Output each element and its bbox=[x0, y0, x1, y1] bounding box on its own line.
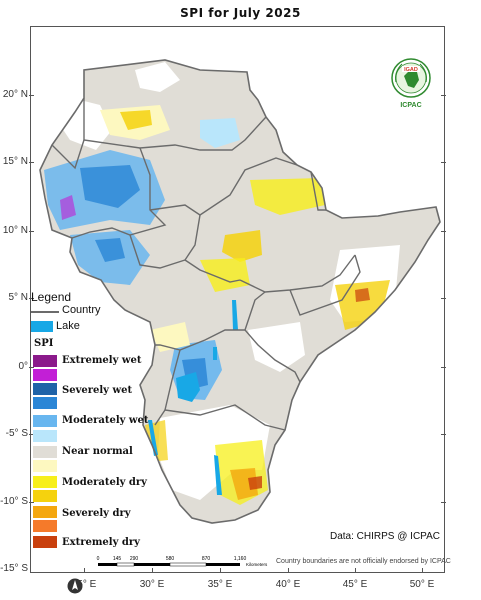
legend-near-normal: Near normal bbox=[62, 446, 133, 457]
north-arrow-icon bbox=[67, 578, 83, 594]
lat-tick bbox=[441, 298, 446, 299]
swatch-moderately-dry-2 bbox=[33, 490, 57, 502]
swatch-moderately-dry-1 bbox=[33, 476, 57, 488]
country-line-swatch bbox=[31, 311, 59, 313]
legend-title: Legend bbox=[31, 290, 72, 304]
lat-tick bbox=[441, 367, 446, 368]
lat-tick bbox=[29, 298, 34, 299]
lat-tick bbox=[29, 162, 34, 163]
igad-icpac-logo: IGAD ICPAC bbox=[391, 58, 431, 109]
lat-tick bbox=[29, 367, 34, 368]
scale-bar: 0 145 290 580 870 1,160 Kilometers bbox=[97, 556, 268, 567]
swatch-severely-wet-2 bbox=[33, 397, 57, 409]
swatch-extremely-dry bbox=[33, 536, 57, 548]
lon-tick bbox=[152, 568, 153, 573]
swatch-severely-dry-1 bbox=[33, 506, 57, 518]
swatch-near-normal-1 bbox=[33, 446, 57, 458]
map-title: SPI for July 2025 bbox=[180, 6, 301, 20]
lat-label-15s: -15° S bbox=[0, 563, 28, 574]
lon-tick bbox=[355, 568, 356, 573]
lake-tanganyika bbox=[148, 420, 158, 456]
disclaimer: Country boundaries are not officially en… bbox=[276, 558, 451, 565]
lon-label-35e: 35° E bbox=[207, 579, 233, 590]
swatch-moderately-wet-1 bbox=[33, 415, 57, 427]
lon-label-30e: 30° E bbox=[139, 579, 165, 590]
lake-victoria bbox=[176, 372, 200, 402]
scale-tick-label: 145 bbox=[113, 556, 122, 562]
legend-extremely-dry: Extremely dry bbox=[62, 537, 140, 548]
legend-severely-dry: Severely dry bbox=[62, 508, 131, 519]
lat-tick bbox=[29, 95, 34, 96]
lon-label-50e: 50° E bbox=[409, 579, 435, 590]
legend-country-label: Country bbox=[62, 304, 101, 316]
scale-tick-label: 0 bbox=[97, 556, 100, 562]
lat-tick bbox=[29, 231, 34, 232]
lon-tick bbox=[84, 568, 85, 573]
lon-label-40e: 40° E bbox=[275, 579, 301, 590]
scale-unit: Kilometers bbox=[246, 562, 268, 567]
lat-tick bbox=[441, 434, 446, 435]
lat-tick bbox=[441, 231, 446, 232]
lat-label-10n: 10° N bbox=[2, 225, 28, 236]
lat-label-20n: 20° N bbox=[2, 89, 28, 100]
spi-legend-title: SPI bbox=[34, 338, 54, 349]
lat-tick bbox=[441, 162, 446, 163]
lat-label-5s: -5° S bbox=[5, 428, 28, 439]
logo-bottom-text: ICPAC bbox=[400, 102, 421, 109]
lon-tick bbox=[422, 568, 423, 573]
data-credit: Data: CHIRPS @ ICPAC bbox=[330, 531, 440, 542]
scale-tick-label: 870 bbox=[202, 556, 211, 562]
lake-swatch bbox=[31, 321, 53, 332]
lat-tick bbox=[441, 502, 446, 503]
legend-lake-label: Lake bbox=[56, 320, 80, 332]
swatch-severely-dry-2 bbox=[33, 520, 57, 532]
scale-tick-label: 290 bbox=[130, 556, 139, 562]
lat-label-0: 0° bbox=[18, 361, 28, 372]
swatch-near-normal-2 bbox=[33, 460, 57, 472]
scale-tick-label: 580 bbox=[166, 556, 175, 562]
lon-tick bbox=[220, 568, 221, 573]
lat-tick bbox=[441, 95, 446, 96]
lake-albert bbox=[213, 347, 217, 360]
lat-tick bbox=[29, 434, 34, 435]
lake-turkana bbox=[232, 300, 238, 330]
legend-extremely-wet: Extremely wet bbox=[62, 355, 142, 366]
legend-moderately-dry: Moderately dry bbox=[62, 477, 147, 488]
lat-tick bbox=[29, 502, 34, 503]
lat-label-5n: 5° N bbox=[8, 292, 28, 303]
lat-label-15n: 15° N bbox=[2, 156, 28, 167]
lat-label-10s: -10° S bbox=[0, 496, 28, 507]
swatch-moderately-wet-2 bbox=[33, 430, 57, 442]
swatch-extremely-wet-1 bbox=[33, 355, 57, 367]
scale-tick-label: 1,160 bbox=[234, 556, 247, 562]
swatch-severely-wet-1 bbox=[33, 383, 57, 395]
swatch-extremely-wet-2 bbox=[33, 369, 57, 381]
lon-label-45e: 45° E bbox=[342, 579, 368, 590]
lon-label-25e: 25° E bbox=[71, 579, 97, 590]
legend-moderately-wet: Moderately wet bbox=[62, 415, 149, 426]
lon-tick bbox=[288, 568, 289, 573]
lake-malawi bbox=[214, 455, 222, 495]
logo-top-text: IGAD bbox=[404, 67, 418, 73]
map-frame bbox=[30, 26, 445, 573]
legend-severely-wet: Severely wet bbox=[62, 385, 133, 396]
